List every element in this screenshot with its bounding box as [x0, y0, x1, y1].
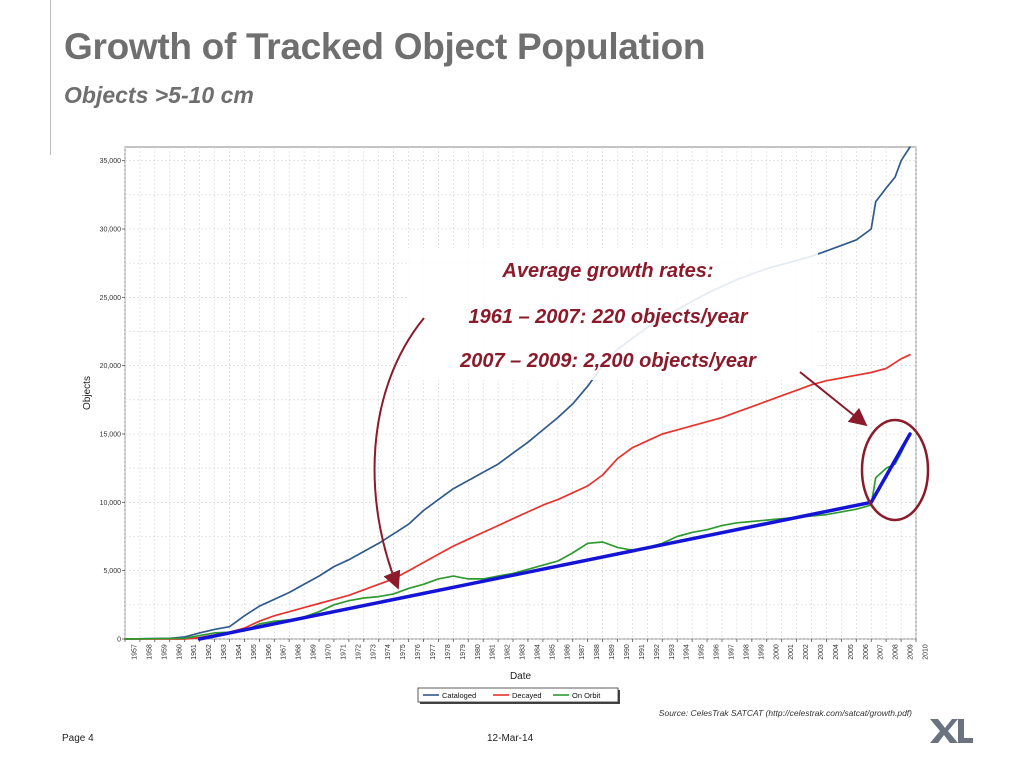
x-tick-label: 2005 — [848, 644, 855, 660]
x-tick-label: 1963 — [221, 644, 228, 660]
x-tick-label: 1991 — [639, 644, 646, 660]
annotation-line: Average growth rates: — [501, 260, 713, 282]
y-tick-label: 25,000 — [100, 295, 122, 302]
y-axis-label: Objects — [82, 376, 93, 410]
x-tick-label: 1998 — [743, 644, 750, 660]
arrow-to-recent-trend — [799, 371, 868, 427]
x-tick-label: 1973 — [370, 644, 377, 660]
x-tick-label: 1962 — [206, 644, 213, 660]
y-tick-label: 0 — [117, 637, 121, 644]
x-tick-label: 1974 — [385, 644, 392, 660]
arrow-to-long-term-trend — [373, 317, 425, 590]
y-tick-label: 20,000 — [100, 363, 122, 370]
legend-label: Cataloged — [442, 691, 476, 700]
y-tick-label: 5,000 — [103, 568, 121, 575]
x-tick-label: 1993 — [669, 644, 676, 660]
x-tick-label: 1988 — [594, 644, 601, 660]
title-divider — [50, 0, 51, 155]
source-note: Source: CelesTrak SATCAT (http://celestr… — [659, 708, 912, 718]
x-tick-label: 1992 — [654, 644, 661, 660]
x-tick-label: 1967 — [281, 644, 288, 660]
x-tick-label: 2001 — [788, 644, 795, 660]
x-tick-label: 1965 — [251, 644, 258, 660]
y-tick-label: 35,000 — [100, 158, 122, 165]
x-axis-label: Date — [510, 671, 532, 682]
legend-box — [417, 687, 619, 703]
x-tick-label: 1986 — [564, 644, 571, 660]
x-tick-label: 1978 — [445, 644, 452, 660]
grid — [124, 147, 917, 640]
x-tick-label: 1996 — [714, 644, 721, 660]
x-tick-label: 2003 — [818, 644, 825, 660]
x-tick-label: 2007 — [878, 644, 885, 660]
legend: Cataloged Decayed On Orbit — [417, 687, 620, 704]
x-tick-label: 1979 — [460, 644, 467, 660]
highlight-ellipse — [860, 418, 930, 522]
x-tick-label: 1999 — [758, 644, 765, 660]
x-tick-label: 1990 — [624, 644, 631, 660]
x-tick-label: 1957 — [132, 644, 139, 660]
slide-title: Growth of Tracked Object Population — [64, 26, 706, 67]
x-tick-label: 2004 — [833, 644, 840, 660]
x-tick-label: 2009 — [908, 644, 915, 660]
xl-logo — [930, 719, 973, 743]
x-tick-label: 1976 — [415, 644, 422, 660]
annotation-overlay: Average growth rates: 1961 – 2007: 220 ob… — [373, 248, 930, 718]
slide-subtitle: Objects >5-10 cm — [64, 82, 254, 108]
x-tick-label: 2006 — [863, 644, 870, 660]
annotation-box — [408, 248, 818, 380]
x-tick-label: 1985 — [549, 644, 556, 660]
x-tick-label: 1984 — [534, 644, 541, 660]
axes: 0 5,000 10,000 15,000 20,000 25,000 30,000 35,0… — [82, 158, 930, 682]
x-tick-label: 1975 — [400, 644, 407, 660]
x-tick-label: 1968 — [296, 644, 303, 660]
x-tick-label: 1980 — [475, 644, 482, 660]
footer-date: 12-Mar-14 — [487, 733, 534, 744]
x-tick-label: 2010 — [923, 644, 930, 660]
x-tick-label: 1964 — [236, 644, 243, 660]
plot-area — [124, 146, 917, 640]
legend-label: On Orbit — [572, 691, 601, 700]
x-tick-label: 1961 — [191, 644, 198, 660]
annotation-line: 2007 – 2009: 2,200 objects/year — [459, 350, 757, 372]
y-tick-label: 10,000 — [100, 500, 122, 507]
x-tick-label: 1987 — [579, 644, 586, 660]
x-tick-label: 1981 — [490, 644, 497, 660]
x-tick-label: 1971 — [340, 644, 347, 660]
x-tick-label: 1982 — [505, 644, 512, 660]
x-tick-label: 1989 — [609, 644, 616, 660]
legend-label: Decayed — [512, 691, 542, 700]
x-tick-label: 1959 — [161, 644, 168, 660]
x-tick-label: 1966 — [266, 644, 273, 660]
y-tick-label: 30,000 — [100, 227, 122, 234]
x-tick-label: 1958 — [146, 644, 153, 660]
annotation-line: 1961 – 2007: 220 objects/year — [468, 306, 748, 328]
x-tick-label: 1995 — [699, 644, 706, 660]
x-tick-label: 2008 — [893, 644, 900, 660]
x-tick-label: 1977 — [430, 644, 437, 660]
x-tick-label: 1960 — [176, 644, 183, 660]
x-tick-label: 1972 — [355, 644, 362, 660]
page-number: Page 4 — [62, 733, 94, 744]
x-tick-label: 2002 — [803, 644, 810, 660]
x-tick-label: 1970 — [326, 644, 333, 660]
x-tick-label: 1994 — [684, 644, 691, 660]
series-decayed — [124, 353, 911, 640]
y-tick-label: 15,000 — [100, 432, 122, 439]
x-tick-label: 1969 — [311, 644, 318, 660]
x-tick-label: 2000 — [773, 644, 780, 660]
x-tick-label: 1983 — [520, 644, 527, 660]
x-tick-label: 1997 — [728, 644, 735, 660]
